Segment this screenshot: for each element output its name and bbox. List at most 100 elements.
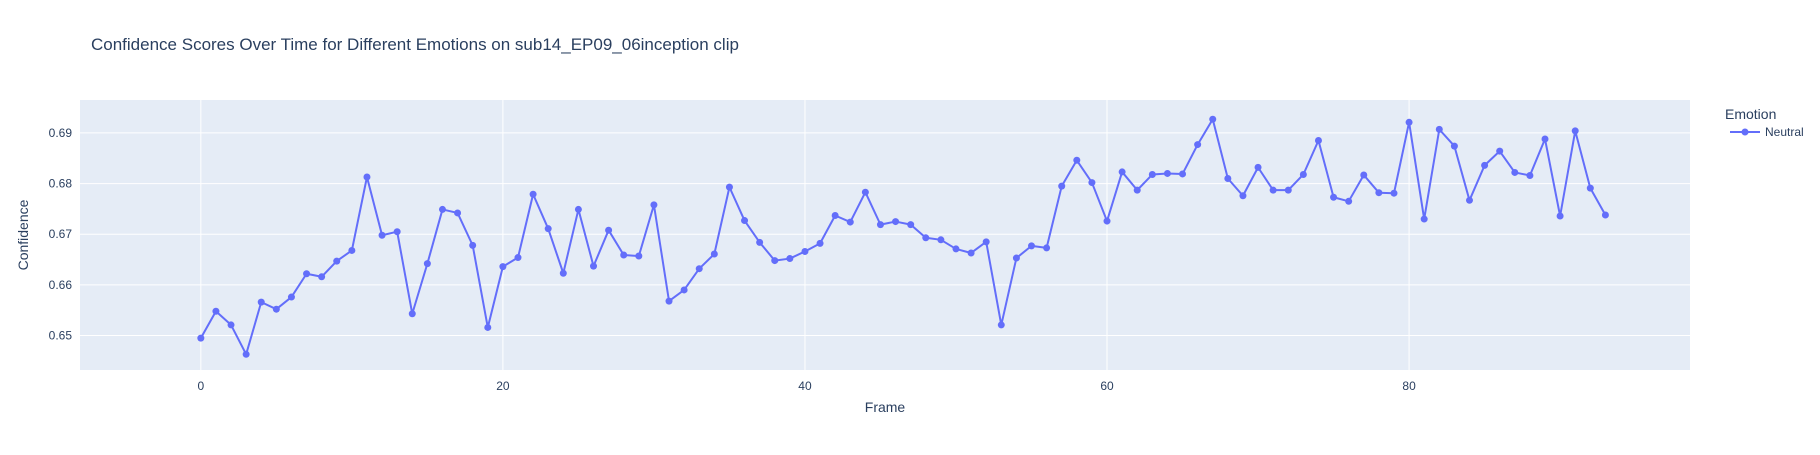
data-point[interactable] bbox=[801, 247, 809, 255]
data-point[interactable] bbox=[1511, 168, 1519, 176]
data-point[interactable] bbox=[590, 262, 598, 270]
data-point[interactable] bbox=[1390, 189, 1398, 197]
data-point[interactable] bbox=[1239, 192, 1247, 200]
data-point[interactable] bbox=[1284, 186, 1292, 194]
data-point[interactable] bbox=[1314, 137, 1322, 145]
data-point[interactable] bbox=[1450, 142, 1458, 150]
data-point[interactable] bbox=[1330, 193, 1338, 201]
data-point[interactable] bbox=[1269, 186, 1277, 194]
data-point[interactable] bbox=[1209, 115, 1217, 123]
data-point[interactable] bbox=[1541, 135, 1549, 143]
data-point[interactable] bbox=[907, 221, 915, 229]
data-point[interactable] bbox=[333, 257, 341, 265]
data-point[interactable] bbox=[257, 298, 265, 306]
data-point[interactable] bbox=[1435, 125, 1443, 133]
data-point[interactable] bbox=[318, 273, 326, 281]
data-point[interactable] bbox=[272, 305, 280, 313]
data-point[interactable] bbox=[348, 246, 356, 254]
grid-lines bbox=[80, 100, 1690, 370]
data-point[interactable] bbox=[197, 334, 205, 342]
data-point[interactable] bbox=[997, 321, 1005, 329]
data-point[interactable] bbox=[967, 249, 975, 257]
data-point[interactable] bbox=[303, 270, 311, 278]
data-point[interactable] bbox=[559, 269, 567, 277]
data-point[interactable] bbox=[499, 263, 507, 271]
data-point[interactable] bbox=[937, 236, 945, 244]
data-point[interactable] bbox=[1601, 211, 1609, 219]
data-point[interactable] bbox=[423, 260, 431, 268]
data-point[interactable] bbox=[1224, 175, 1232, 183]
data-point[interactable] bbox=[786, 255, 794, 263]
data-point[interactable] bbox=[1058, 182, 1066, 190]
data-point[interactable] bbox=[1012, 254, 1020, 262]
data-point[interactable] bbox=[1496, 147, 1504, 155]
data-point[interactable] bbox=[514, 254, 522, 262]
data-point[interactable] bbox=[1254, 163, 1262, 171]
data-point[interactable] bbox=[1420, 215, 1428, 223]
x-tick-label: 60 bbox=[1100, 379, 1114, 393]
data-point[interactable] bbox=[438, 205, 446, 213]
data-point[interactable] bbox=[922, 234, 930, 242]
data-point[interactable] bbox=[892, 218, 900, 226]
data-point[interactable] bbox=[876, 221, 884, 229]
data-point[interactable] bbox=[1375, 189, 1383, 197]
data-point[interactable] bbox=[1179, 170, 1187, 178]
data-point[interactable] bbox=[861, 188, 869, 196]
data-point[interactable] bbox=[771, 257, 779, 265]
data-point[interactable] bbox=[1526, 171, 1534, 179]
data-point[interactable] bbox=[816, 239, 824, 247]
data-point[interactable] bbox=[212, 307, 220, 315]
data-point[interactable] bbox=[574, 205, 582, 213]
data-point[interactable] bbox=[1148, 170, 1156, 178]
data-point[interactable] bbox=[227, 321, 235, 329]
data-point[interactable] bbox=[1405, 118, 1413, 126]
legend[interactable]: Emotion Neutral bbox=[1725, 106, 1804, 139]
data-point[interactable] bbox=[952, 245, 960, 253]
data-point[interactable] bbox=[725, 183, 733, 191]
data-point[interactable] bbox=[620, 251, 628, 259]
data-point[interactable] bbox=[831, 212, 839, 219]
data-point[interactable] bbox=[695, 265, 703, 273]
data-point[interactable] bbox=[680, 286, 688, 294]
data-point[interactable] bbox=[529, 190, 537, 198]
data-point[interactable] bbox=[454, 209, 462, 217]
legend-item[interactable]: Neutral bbox=[1730, 125, 1804, 139]
data-point[interactable] bbox=[1088, 179, 1096, 187]
data-point[interactable] bbox=[484, 323, 492, 331]
chart-title: Confidence Scores Over Time for Differen… bbox=[91, 35, 739, 54]
data-point[interactable] bbox=[1118, 168, 1126, 176]
data-point[interactable] bbox=[1073, 156, 1081, 164]
data-point[interactable] bbox=[363, 173, 371, 181]
data-point[interactable] bbox=[756, 238, 764, 246]
data-point[interactable] bbox=[605, 226, 613, 234]
data-point[interactable] bbox=[710, 250, 718, 258]
data-point[interactable] bbox=[1345, 197, 1353, 205]
data-point[interactable] bbox=[635, 252, 643, 260]
data-point[interactable] bbox=[242, 350, 250, 358]
data-point[interactable] bbox=[665, 297, 673, 305]
data-point[interactable] bbox=[1043, 244, 1051, 252]
data-point[interactable] bbox=[1465, 196, 1473, 204]
data-point[interactable] bbox=[982, 238, 990, 246]
data-point[interactable] bbox=[287, 293, 295, 301]
data-point[interactable] bbox=[544, 225, 552, 233]
data-point[interactable] bbox=[846, 218, 854, 226]
x-axis-label: Frame bbox=[865, 399, 906, 415]
data-point[interactable] bbox=[1103, 217, 1111, 225]
data-point[interactable] bbox=[1133, 186, 1141, 194]
data-point[interactable] bbox=[1028, 242, 1035, 250]
data-point[interactable] bbox=[1556, 212, 1564, 220]
data-point[interactable] bbox=[1481, 161, 1489, 169]
data-point[interactable] bbox=[1571, 127, 1579, 135]
data-point[interactable] bbox=[408, 310, 416, 318]
data-point[interactable] bbox=[650, 201, 658, 209]
data-point[interactable] bbox=[1299, 170, 1307, 178]
data-point[interactable] bbox=[378, 231, 386, 239]
data-point[interactable] bbox=[1194, 141, 1202, 149]
data-point[interactable] bbox=[469, 241, 477, 249]
data-point[interactable] bbox=[741, 217, 749, 225]
data-point[interactable] bbox=[393, 228, 401, 236]
data-point[interactable] bbox=[1163, 169, 1171, 177]
data-point[interactable] bbox=[1360, 171, 1368, 179]
data-point[interactable] bbox=[1586, 184, 1594, 192]
